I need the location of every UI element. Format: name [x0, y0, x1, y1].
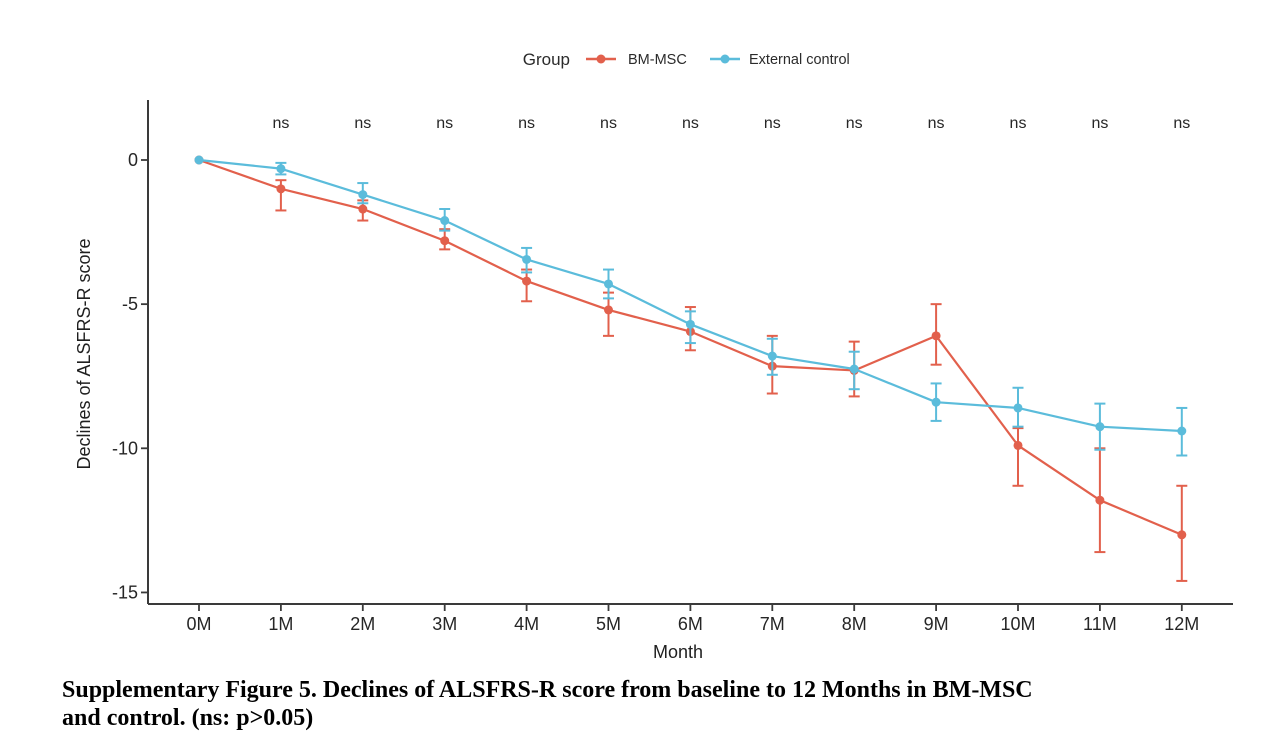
x-axis-title: Month — [653, 642, 703, 660]
ns-annotation: ns — [1010, 115, 1027, 132]
x-tick-label: 1M — [268, 614, 293, 634]
data-point — [931, 397, 941, 407]
y-tick-label: 0 — [128, 150, 138, 170]
data-point — [194, 155, 204, 165]
data-point — [931, 331, 941, 341]
x-tick-label: 3M — [432, 614, 457, 634]
x-tick-label: 2M — [350, 614, 375, 634]
x-tick-label: 12M — [1164, 614, 1199, 634]
data-point — [522, 254, 532, 264]
ns-annotation: ns — [1173, 115, 1190, 132]
data-point — [276, 184, 286, 194]
data-point — [1095, 495, 1105, 505]
y-axis-title: Declines of ALSFRS-R score — [74, 238, 94, 469]
y-tick-label: -5 — [122, 294, 138, 314]
line-chart: Group BM-MSC External control Month Decl… — [74, 50, 1233, 662]
data-point — [1013, 403, 1023, 413]
ns-annotation: ns — [436, 115, 453, 132]
figure-caption: Supplementary Figure 5. Declines of ALSF… — [62, 676, 1252, 732]
data-point — [1013, 440, 1023, 450]
series-line — [198, 158, 1182, 433]
chart-legend: Group BM-MSC External control — [523, 50, 850, 69]
data-point — [522, 276, 532, 286]
data-point — [358, 190, 368, 200]
x-tick-label: 0M — [186, 614, 211, 634]
plot-panel: 0M 1M 2M 3M 4M 5M 6M 7M 8M 9M 10M 11M 12M 0 -5 -10 -15 ns… — [112, 100, 1233, 634]
legend-item-label: BM-MSC — [628, 52, 687, 68]
x-tick-label: 7M — [760, 614, 785, 634]
ns-annotation: ns — [764, 115, 781, 132]
x-tick-label: 5M — [596, 614, 621, 634]
ns-annotation: ns — [518, 115, 535, 132]
x-tick-label: 10M — [1000, 614, 1035, 634]
caption-line-2: and control. (ns: p>0.05) — [62, 705, 314, 731]
ns-annotation: ns — [600, 115, 617, 132]
chart-figure: Group BM-MSC External control Month Decl… — [74, 50, 1233, 662]
ns-annotation: ns — [846, 115, 863, 132]
x-tick-label: 9M — [924, 614, 949, 634]
data-point — [440, 216, 450, 226]
data-point — [1177, 530, 1187, 540]
data-point — [1177, 426, 1187, 436]
x-tick-label: 11M — [1083, 614, 1117, 634]
y-tick-label: -10 — [112, 438, 138, 458]
ns-annotation: ns — [272, 115, 289, 132]
data-point — [440, 236, 450, 246]
ns-annotation: ns — [1091, 115, 1108, 132]
data-point — [276, 164, 286, 174]
data-point — [358, 204, 368, 214]
legend-item-external-control: External control — [710, 52, 850, 68]
x-tick-label: 4M — [514, 614, 539, 634]
legend-key-point-icon — [596, 54, 606, 64]
legend-item-bmmsc: BM-MSC — [586, 52, 687, 68]
x-tick-label: 6M — [678, 614, 703, 634]
caption-line-1: Supplementary Figure 5. Declines of ALSF… — [62, 677, 1033, 703]
data-point — [1095, 422, 1105, 432]
data-point — [849, 364, 859, 374]
legend-title: Group — [523, 50, 570, 69]
y-tick-label: -15 — [112, 582, 138, 602]
ns-annotation: ns — [354, 115, 371, 132]
data-point — [767, 351, 777, 361]
data-point — [604, 305, 613, 315]
legend-key-point-icon — [720, 54, 730, 64]
ns-annotation: ns — [928, 115, 945, 132]
ns-annotation: ns — [682, 115, 699, 132]
data-point — [685, 319, 695, 329]
data-point — [604, 279, 613, 289]
legend-item-label: External control — [749, 52, 850, 68]
x-tick-label: 8M — [842, 614, 867, 634]
